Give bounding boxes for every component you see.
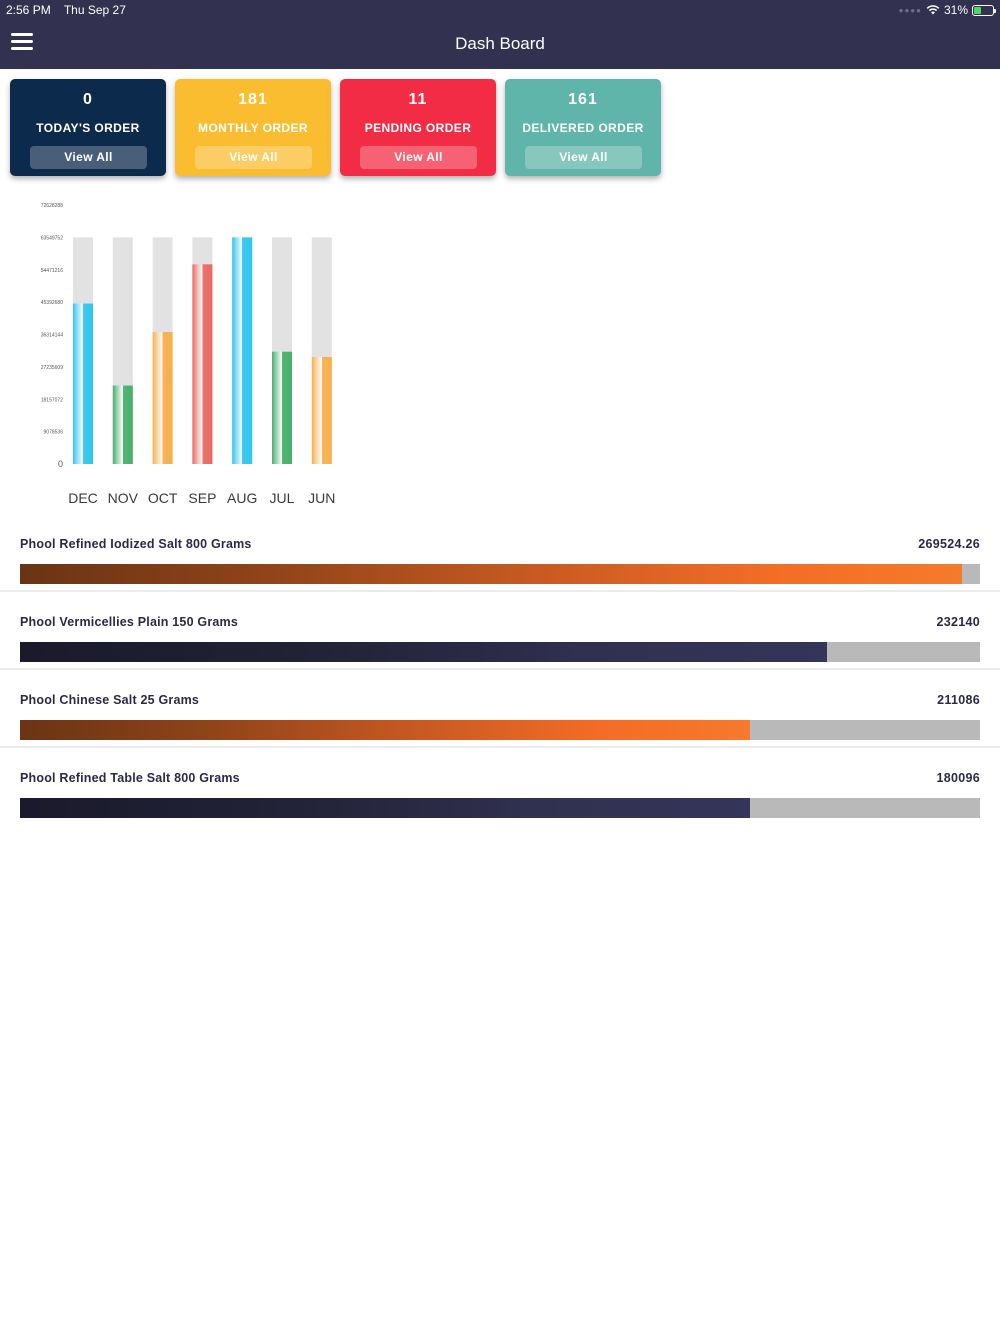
product-value: 232140 [936, 615, 980, 629]
wifi-icon [926, 5, 940, 15]
monthly-sales-bar-chart: 0 9078536 18157072 27235609 36314144 45392680… [41, 203, 336, 506]
delivered-order-card: 161 DELIVERED ORDER View All [505, 79, 661, 176]
monthly-order-label: MONTHLY ORDER [198, 121, 308, 135]
product-name: Phool Vermicellies Plain 150 Grams [20, 615, 239, 629]
product-progress-fill [20, 642, 828, 662]
todays-order-view-all-button[interactable]: View All [30, 146, 147, 169]
delivered-order-view-all-button[interactable]: View All [525, 146, 642, 169]
x-axis: DEC NOV OCT SEP AUG JUL JUN [68, 490, 335, 506]
product-row: Phool Refined Iodized Salt 800 Grams 269… [0, 537, 1000, 615]
battery-percent: 31% [943, 3, 968, 17]
status-time: 2:56 PM [6, 3, 51, 17]
product-value: 269524.26 [918, 537, 980, 551]
x-tick-label: JUN [308, 490, 335, 506]
hamburger-menu-icon[interactable] [11, 33, 33, 50]
product-value: 211086 [937, 693, 980, 707]
pending-order-label: PENDING ORDER [364, 121, 472, 135]
bar [192, 264, 213, 464]
battery-icon [972, 4, 996, 16]
product-value: 180096 [936, 771, 980, 785]
status-time-date: 2:56 PM Thu Sep 27 [6, 3, 126, 17]
product-name: Phool Refined Table Salt 800 Grams [20, 771, 240, 785]
row-divider [0, 668, 1000, 670]
x-tick-label: JUL [270, 490, 295, 506]
x-tick-label: OCT [148, 490, 178, 506]
todays-order-count: 0 [83, 91, 93, 108]
bar [112, 385, 133, 464]
y-tick-label: 45392680 [41, 300, 63, 306]
bar [73, 303, 93, 464]
product-progress-fill [20, 720, 750, 740]
y-tick-label: 72628288 [41, 203, 63, 209]
monthly-order-card: 181 MONTHLY ORDER View All [175, 79, 331, 176]
x-tick-label: DEC [68, 490, 98, 506]
pending-order-card: 11 PENDING ORDER View All [340, 79, 496, 176]
y-tick-label: 63549752 [41, 235, 63, 241]
row-divider [0, 746, 1000, 748]
todays-order-label: TODAY'S ORDER [36, 121, 140, 135]
page-title: Dash Board [455, 34, 545, 53]
row-divider [0, 590, 1000, 592]
product-progress-track [20, 798, 980, 818]
status-date: Thu Sep 27 [63, 3, 126, 17]
product-row: Phool Chinese Salt 25 Grams 211086 [0, 693, 1000, 771]
product-name: Phool Chinese Salt 25 Grams [20, 693, 200, 707]
bar [272, 351, 292, 464]
status-indicators: ●●●● 31% [898, 3, 996, 17]
bar [152, 332, 173, 464]
pending-order-view-all-button[interactable]: View All [360, 146, 477, 169]
delivered-order-count: 161 [568, 91, 598, 108]
y-tick-label: 54471216 [41, 268, 63, 274]
navigation-bar: 2:56 PM Thu Sep 27 ●●●● 31% Dash Board [0, 0, 1000, 69]
y-tick-label: 0 [58, 459, 63, 469]
monthly-order-count: 181 [238, 91, 268, 108]
y-tick-label: 27235609 [41, 365, 63, 371]
product-progress-track [20, 642, 980, 662]
product-progress-fill [20, 564, 962, 584]
product-row: Phool Vermicellies Plain 150 Grams 23214… [0, 615, 1000, 693]
delivered-order-label: DELIVERED ORDER [522, 121, 644, 135]
bar [311, 357, 332, 464]
y-tick-label: 18157072 [41, 397, 63, 403]
signal-dots-icon: ●●●● [898, 5, 922, 15]
y-tick-label: 9078536 [44, 430, 64, 436]
bars [73, 237, 332, 464]
x-tick-label: AUG [227, 490, 257, 506]
product-progress-track [20, 564, 980, 584]
product-progress-track [20, 720, 980, 740]
y-tick-label: 36314144 [41, 333, 63, 339]
y-axis: 0 9078536 18157072 27235609 36314144 45392680… [41, 203, 63, 469]
pending-order-count: 11 [408, 91, 428, 108]
todays-order-card: 0 TODAY'S ORDER View All [10, 79, 166, 176]
x-tick-label: SEP [188, 490, 216, 506]
x-tick-label: NOV [108, 490, 139, 506]
monthly-order-view-all-button[interactable]: View All [195, 146, 312, 169]
product-progress-fill [20, 798, 750, 818]
product-name: Phool Refined Iodized Salt 800 Grams [20, 537, 252, 551]
bar [232, 237, 253, 464]
product-row: Phool Refined Table Salt 800 Grams 18009… [0, 771, 1000, 849]
